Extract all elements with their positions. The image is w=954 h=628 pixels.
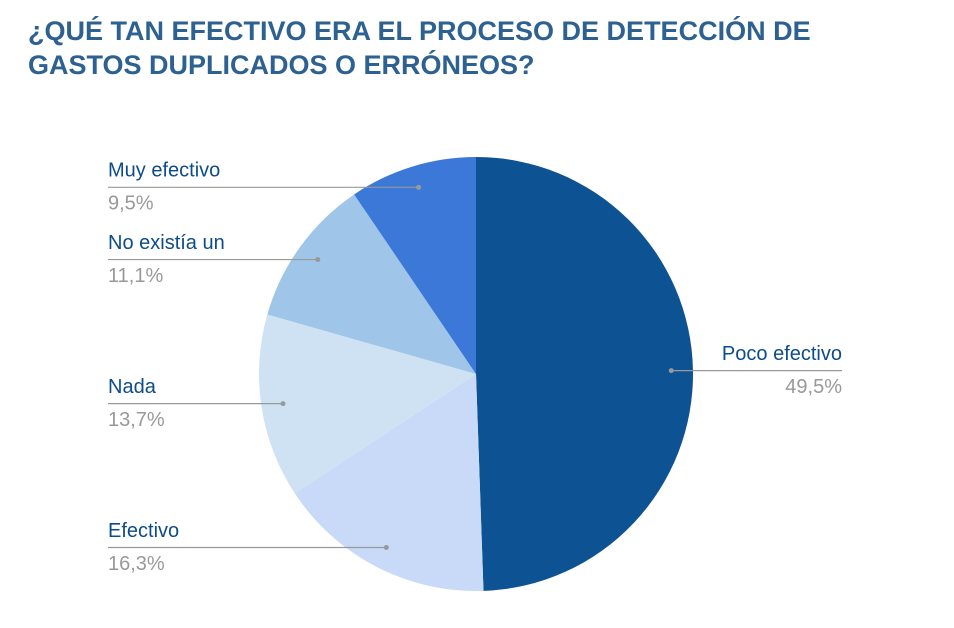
pie-slice <box>267 194 476 374</box>
leader-dot <box>383 544 389 550</box>
leader-dot <box>416 184 422 190</box>
value-label: 16,3% <box>108 553 165 575</box>
pie-slice <box>259 314 476 494</box>
value-label: 9,5% <box>108 193 154 215</box>
value-label: 13,7% <box>108 409 165 431</box>
value-label: 49,5% <box>785 376 842 398</box>
leader-dot <box>280 401 286 407</box>
pie-slice <box>476 157 694 591</box>
chart-title: ¿QUÉ TAN EFECTIVO ERA EL PROCESO DE DETE… <box>28 16 811 80</box>
pie-slice <box>294 374 484 592</box>
legend-label: Poco efectivo <box>722 343 842 365</box>
legend-label: Nada <box>108 376 157 398</box>
leader-dot <box>668 368 674 374</box>
leader-dot <box>315 257 321 263</box>
pie-slice <box>354 157 476 374</box>
value-label: 11,1% <box>108 265 163 287</box>
legend-label: Muy efectivo <box>108 160 220 182</box>
legend-label: No existía un <box>108 232 225 254</box>
legend-label: Efectivo <box>108 520 179 542</box>
